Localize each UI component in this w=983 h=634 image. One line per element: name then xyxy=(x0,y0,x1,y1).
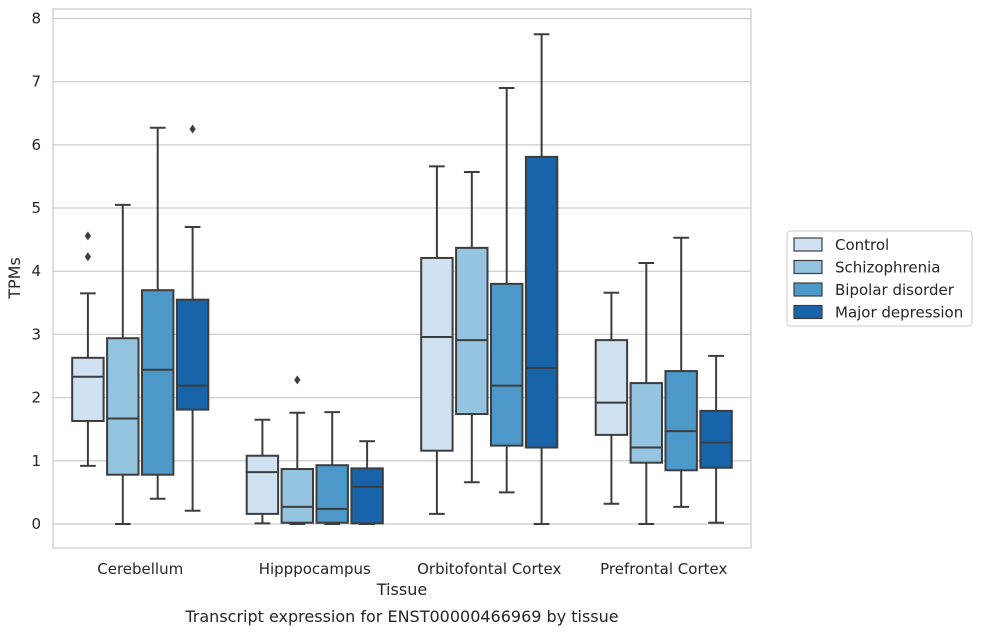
y-tick-label-6: 6 xyxy=(31,136,41,154)
box-body xyxy=(489,282,524,447)
outlier-point-0 xyxy=(294,375,301,385)
legend-frame xyxy=(786,230,973,327)
legend: Control Schizophrenia Bipolar disorder Majo… xyxy=(786,230,973,327)
box-body xyxy=(524,155,559,449)
legend-label-2: Bipolar disorder xyxy=(835,281,955,299)
box-0-3 xyxy=(175,124,210,512)
box-body xyxy=(699,409,733,469)
legend-swatch-3 xyxy=(793,304,823,320)
box-1-3 xyxy=(350,440,384,525)
x-tick-label-3: Prefrontal Cortex xyxy=(600,560,727,578)
box-3-0 xyxy=(594,291,629,505)
box-2-2 xyxy=(489,86,524,494)
box-2-1 xyxy=(455,171,489,484)
x-tick-label-1: Hipppocampus xyxy=(259,560,371,578)
box-0-2 xyxy=(140,126,175,500)
legend-label-3: Major depression xyxy=(835,304,963,322)
box-body xyxy=(315,464,349,524)
box-0-0 xyxy=(71,231,105,467)
box-body xyxy=(455,246,489,416)
x-tick-label-2: Orbitofontal Cortex xyxy=(417,560,561,578)
x-tick-label-0: Cerebellum xyxy=(97,560,183,578)
y-tick-label-2: 2 xyxy=(31,389,41,407)
chart-caption: Transcript expression for ENST0000046696… xyxy=(184,607,618,626)
box-1-0 xyxy=(245,418,280,525)
box-body xyxy=(664,370,698,472)
legend-swatch-2 xyxy=(793,282,823,297)
box-body xyxy=(245,454,280,515)
y-tick-label-4: 4 xyxy=(31,262,41,280)
legend-swatch-1 xyxy=(793,259,823,275)
outlier-point-0 xyxy=(84,252,92,262)
legend-swatch-0 xyxy=(793,237,823,252)
box-0-1 xyxy=(106,203,140,525)
y-tick-label-1: 1 xyxy=(31,452,41,470)
box-body xyxy=(71,356,105,422)
legend-label-1: Schizophrenia xyxy=(835,259,940,277)
box-body xyxy=(594,339,629,436)
box-1-1 xyxy=(280,375,315,525)
x-tick-labels: Cerebellum Hipppocampus Orbitofontal Corte… xyxy=(97,560,727,578)
box-2-0 xyxy=(420,165,454,515)
box-1-2 xyxy=(315,411,349,525)
box-body xyxy=(140,289,175,476)
box-3-2 xyxy=(664,236,698,508)
box-body xyxy=(350,467,384,525)
y-tick-labels: 0 1 2 3 4 5 6 7 8 xyxy=(31,9,41,533)
box-body xyxy=(106,337,140,476)
outlier-point-0 xyxy=(189,124,196,134)
y-tick-label-0: 0 xyxy=(31,515,41,533)
box-3-3 xyxy=(699,354,733,524)
y-tick-label-5: 5 xyxy=(31,199,41,217)
box-3-1 xyxy=(629,262,664,525)
box-2-3 xyxy=(524,33,559,525)
box-body xyxy=(420,256,454,452)
y-axis-title: TPMs xyxy=(5,257,24,300)
y-tick-label-7: 7 xyxy=(31,73,41,91)
legend-label-0: Control xyxy=(835,236,889,254)
boxes xyxy=(71,33,733,525)
box-body xyxy=(280,468,315,524)
box-body xyxy=(175,298,210,411)
box-body xyxy=(629,382,664,464)
x-axis-title: Tissue xyxy=(376,580,427,599)
outlier-point-1 xyxy=(84,231,92,241)
y-tick-label-3: 3 xyxy=(31,325,41,343)
plot-frame xyxy=(52,8,752,549)
y-tick-label-8: 8 xyxy=(31,9,41,27)
